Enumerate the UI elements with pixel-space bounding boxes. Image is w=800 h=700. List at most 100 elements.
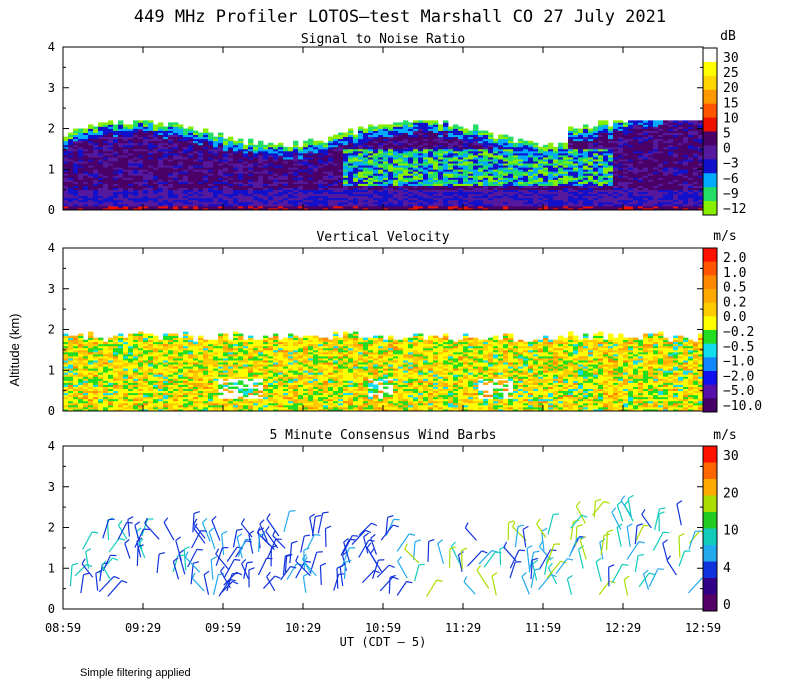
snr-cell xyxy=(453,134,459,138)
snr-cell xyxy=(113,146,119,150)
snr-cell xyxy=(383,181,389,184)
snr-cell xyxy=(128,138,134,142)
snr-cell xyxy=(63,154,69,158)
snr-cell xyxy=(498,173,504,176)
snr-cell xyxy=(93,142,99,146)
snr-cell xyxy=(248,163,254,166)
snr-cell xyxy=(193,136,199,140)
snr-cell xyxy=(678,124,684,127)
snr-cell xyxy=(383,140,389,144)
snr-cell xyxy=(83,177,89,180)
snr-cell xyxy=(623,199,629,203)
snr-cell xyxy=(438,197,444,201)
snr-cell xyxy=(278,171,284,174)
snr-cell xyxy=(63,148,69,152)
snr-cell xyxy=(688,148,694,152)
snr-cell xyxy=(268,191,274,195)
snr-cell xyxy=(203,197,209,201)
snr-cell xyxy=(393,152,399,156)
snr-cell xyxy=(158,207,164,211)
snr-cell xyxy=(228,154,234,158)
snr-cell xyxy=(583,128,589,131)
snr-cell xyxy=(173,144,179,148)
snr-cell xyxy=(118,150,124,154)
snr-cell xyxy=(203,171,209,174)
snr-cell xyxy=(233,191,239,195)
snr-cell xyxy=(183,205,189,209)
snr-cell xyxy=(633,140,639,144)
snr-cell xyxy=(388,130,394,133)
snr-cell xyxy=(128,199,134,203)
snr-cell xyxy=(433,163,439,166)
snr-cell xyxy=(588,201,594,205)
snr-cell xyxy=(418,207,424,211)
snr-cell xyxy=(468,171,474,174)
snr-cell xyxy=(148,193,154,197)
snr-cell xyxy=(578,128,584,131)
snr-cell xyxy=(433,124,439,127)
snr-cell xyxy=(693,171,699,174)
snr-cell xyxy=(138,161,144,164)
snr-cell xyxy=(308,197,314,201)
snr-cell xyxy=(363,173,369,176)
snr-cell xyxy=(553,177,559,180)
snr-cell xyxy=(368,201,374,205)
snr-cell xyxy=(393,132,399,136)
snr-cell xyxy=(438,203,444,207)
snr-cell xyxy=(538,205,544,209)
snr-cell xyxy=(498,181,504,184)
snr-cell xyxy=(608,159,614,162)
snr-cell xyxy=(618,132,624,136)
snr-cell xyxy=(633,203,639,207)
snr-cell xyxy=(108,124,114,127)
snr-cell xyxy=(648,167,654,170)
snr-cell xyxy=(353,173,359,176)
snr-cell xyxy=(598,197,604,201)
snr-cell xyxy=(573,193,579,197)
snr-cell xyxy=(383,124,389,127)
snr-cell xyxy=(663,193,669,197)
snr-cell xyxy=(113,189,119,193)
snr-cell xyxy=(298,169,304,172)
snr-cell xyxy=(158,134,164,138)
snr-cell xyxy=(693,199,699,203)
snr-cell xyxy=(493,187,499,191)
snr-cell xyxy=(478,165,484,168)
snr-cell xyxy=(553,183,559,186)
snr-cell xyxy=(283,161,289,164)
snr-cell xyxy=(658,177,664,180)
snr-cell xyxy=(598,177,604,180)
snr-cell xyxy=(138,159,144,162)
snr-cell xyxy=(368,173,374,176)
snr-cell xyxy=(558,167,564,170)
snr-cell xyxy=(73,193,79,197)
snr-cell xyxy=(668,126,674,129)
snr-cell xyxy=(398,146,404,150)
snr-cell xyxy=(133,165,139,168)
snr-cell xyxy=(198,146,204,150)
snr-cell xyxy=(393,165,399,168)
snr-cell xyxy=(133,189,139,193)
snr-cell xyxy=(373,205,379,209)
snr-cell xyxy=(373,175,379,178)
snr-cell xyxy=(453,173,459,176)
snr-cell xyxy=(373,201,379,205)
snr-cell xyxy=(438,207,444,211)
snr-cell xyxy=(688,193,694,197)
snr-cell xyxy=(123,197,129,201)
snr-cell xyxy=(88,173,94,176)
snr-cell xyxy=(328,152,334,156)
snr-cell xyxy=(533,154,539,158)
snr-cell xyxy=(458,165,464,168)
snr-cell xyxy=(503,165,509,168)
snr-cell xyxy=(593,152,599,156)
snr-cell xyxy=(118,130,124,133)
snr-cell xyxy=(373,142,379,146)
snr-cell xyxy=(398,197,404,201)
snr-cell xyxy=(673,175,679,178)
snr-cell xyxy=(458,199,464,203)
snr-cell xyxy=(418,120,424,123)
snr-cell xyxy=(378,185,384,188)
snr-cell xyxy=(328,187,334,191)
snr-cell xyxy=(648,140,654,144)
